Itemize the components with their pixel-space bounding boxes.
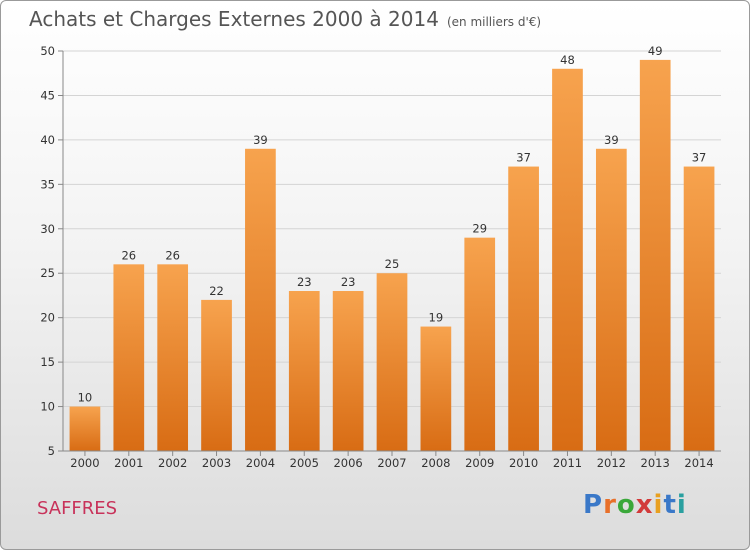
y-tick-label: 10 xyxy=(40,400,55,414)
x-tick-label: 2004 xyxy=(246,456,275,470)
logo-letter: x xyxy=(635,490,654,520)
bar-value-label: 39 xyxy=(604,133,619,147)
x-tick-label: 2010 xyxy=(509,456,538,470)
bar-value-label: 26 xyxy=(121,248,136,262)
bar xyxy=(552,68,583,452)
logo-letter: r xyxy=(603,490,617,520)
proxiti-logo: Proxiti xyxy=(583,490,687,520)
bar xyxy=(683,166,715,452)
bar-value-label: 19 xyxy=(429,311,444,325)
bar xyxy=(113,264,145,451)
bar-value-label: 39 xyxy=(253,133,268,147)
commune-name: SAFFRES xyxy=(37,498,118,519)
bar-value-label: 37 xyxy=(692,151,707,165)
y-tick-label: 5 xyxy=(48,444,55,458)
bar-value-label: 25 xyxy=(385,257,400,271)
x-tick-label: 2007 xyxy=(377,456,406,470)
bar xyxy=(508,166,539,452)
y-tick-label: 20 xyxy=(40,311,55,325)
bar xyxy=(595,148,627,451)
bar-value-label: 37 xyxy=(516,151,531,165)
x-tick-label: 2006 xyxy=(333,456,362,470)
bar-layer: 10 26 26 22 39 23 23 25 19 29 37 48 39 49 37 xyxy=(69,44,715,452)
y-tick-label: 40 xyxy=(40,133,55,147)
logo-letter: P xyxy=(583,490,604,520)
bar-value-label: 10 xyxy=(78,391,93,405)
chart-subtitle: (en milliers d'€) xyxy=(446,15,542,29)
chart-title: Achats et Charges Externes 2000 à 2014 (e… xyxy=(29,7,541,31)
y-tick-label: 30 xyxy=(40,222,55,236)
logo-letter: i xyxy=(676,490,687,520)
bar-value-label: 48 xyxy=(560,53,575,67)
bar xyxy=(332,291,364,451)
y-tick-label: 25 xyxy=(40,266,55,280)
y-tick-label: 50 xyxy=(40,44,55,58)
bar-value-label: 49 xyxy=(648,44,663,58)
logo-letter: i xyxy=(653,490,664,520)
bar xyxy=(288,291,320,451)
bar-value-label: 29 xyxy=(472,222,487,236)
bar xyxy=(69,406,101,451)
bar-value-label: 22 xyxy=(209,284,224,298)
logo-letter: o xyxy=(616,490,636,520)
x-tick-label: 2014 xyxy=(684,456,713,470)
bar xyxy=(376,273,408,451)
x-tick-label: 2008 xyxy=(421,456,450,470)
bar-value-label: 23 xyxy=(341,275,356,289)
logo-letter: t xyxy=(663,490,677,520)
bar xyxy=(464,237,496,451)
y-tick-label: 45 xyxy=(40,88,55,102)
bar xyxy=(201,299,232,451)
x-tick-label: 2002 xyxy=(158,456,187,470)
chart-title-text: Achats et Charges Externes 2000 à 2014 xyxy=(29,7,439,31)
x-tick-label: 2012 xyxy=(597,456,626,470)
y-tick-label: 35 xyxy=(40,177,55,191)
bar xyxy=(420,326,452,451)
x-tick-label: 2011 xyxy=(553,456,582,470)
bar-value-label: 26 xyxy=(165,248,180,262)
x-tick-label: 2005 xyxy=(290,456,319,470)
x-tick-label: 2009 xyxy=(465,456,494,470)
bar xyxy=(157,264,189,451)
bar xyxy=(639,59,671,452)
x-tick-label: 2001 xyxy=(114,456,143,470)
bar xyxy=(245,148,276,451)
axis-layer: 5 10 15 20 25 30 35 40 45 50 2000 2001 2002 2003 2004 2… xyxy=(40,44,721,470)
x-tick-label: 2013 xyxy=(641,456,670,470)
x-tick-label: 2003 xyxy=(202,456,231,470)
y-tick-label: 15 xyxy=(40,355,55,369)
x-tick-label: 2000 xyxy=(70,456,99,470)
bar-value-label: 23 xyxy=(297,275,312,289)
